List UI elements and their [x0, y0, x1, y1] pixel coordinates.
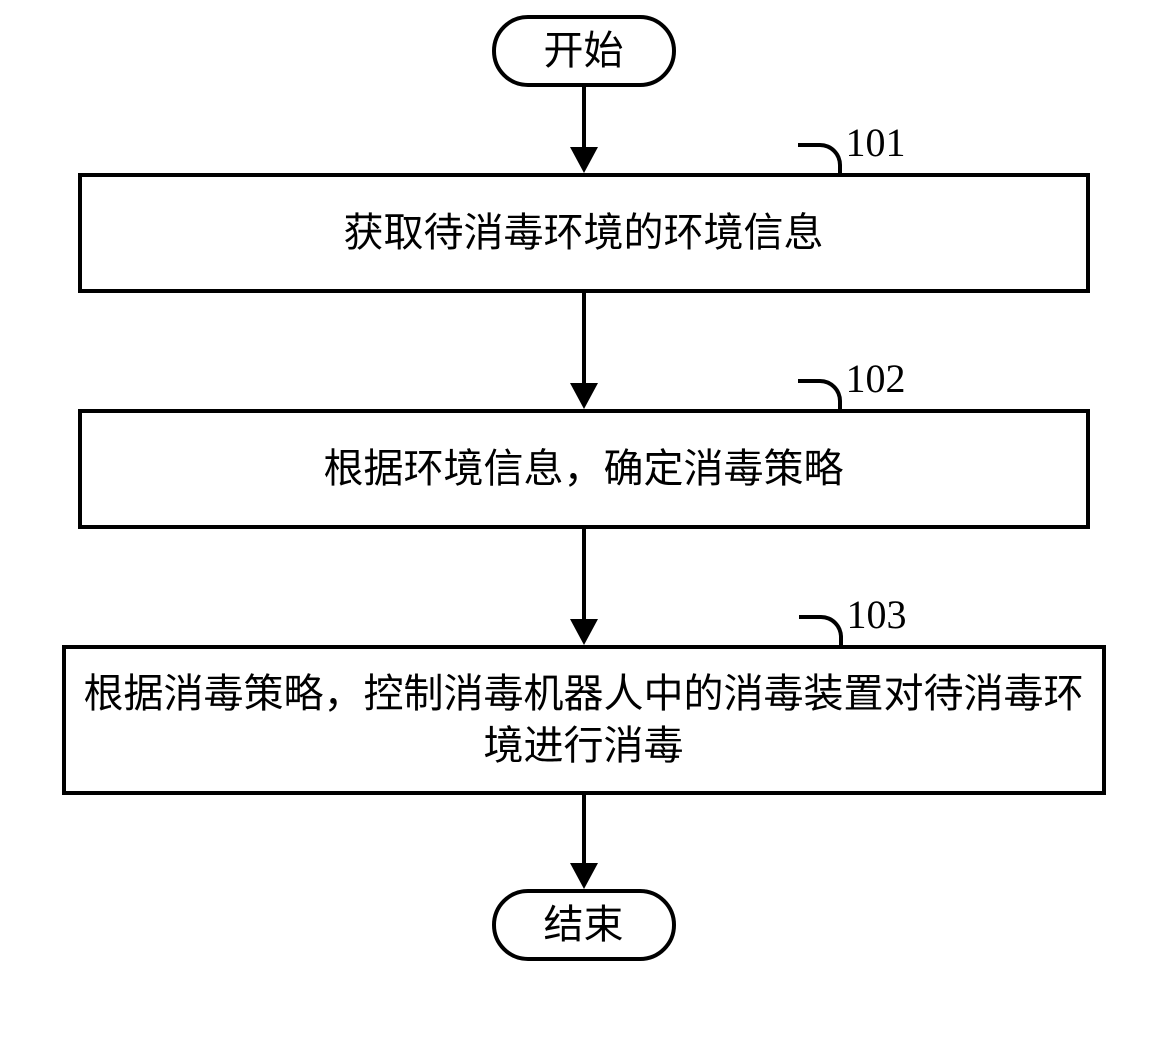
- flowchart-container: 开始 101 获取待消毒环境的环境信息 102 根据环境信息，确定消毒策略 10…: [62, 15, 1106, 961]
- step-103-label: 103: [847, 591, 907, 638]
- arrow-head: [570, 619, 598, 645]
- arrow-line: [582, 293, 586, 385]
- arrow-line: [582, 529, 586, 621]
- step-102-label: 102: [846, 355, 906, 402]
- step-102-text: 根据环境信息，确定消毒策略: [314, 443, 854, 495]
- step-102: 102 根据环境信息，确定消毒策略: [78, 409, 1090, 529]
- arrow-line: [582, 87, 586, 149]
- end-text: 结束: [544, 902, 624, 947]
- step-101-text: 获取待消毒环境的环境信息: [334, 207, 834, 259]
- arrow-line: [582, 795, 586, 865]
- arrow-head: [570, 383, 598, 409]
- step-101: 101 获取待消毒环境的环境信息: [78, 173, 1090, 293]
- start-node: 开始: [492, 15, 676, 87]
- step-101-label-connector: [798, 143, 842, 177]
- arrow-2-to-3: [570, 529, 598, 645]
- end-node: 结束: [492, 889, 676, 961]
- step-103-text: 根据消毒策略，控制消毒机器人中的消毒装置对待消毒环境进行消毒: [66, 668, 1102, 772]
- step-101-label: 101: [846, 119, 906, 166]
- arrow-1-to-2: [570, 293, 598, 409]
- arrow-head: [570, 863, 598, 889]
- arrow-head: [570, 147, 598, 173]
- step-103-label-connector: [799, 615, 843, 649]
- step-103: 103 根据消毒策略，控制消毒机器人中的消毒装置对待消毒环境进行消毒: [62, 645, 1106, 795]
- arrow-start-to-1: [570, 87, 598, 173]
- step-102-label-connector: [798, 379, 842, 413]
- arrow-3-to-end: [570, 795, 598, 889]
- start-text: 开始: [544, 28, 624, 73]
